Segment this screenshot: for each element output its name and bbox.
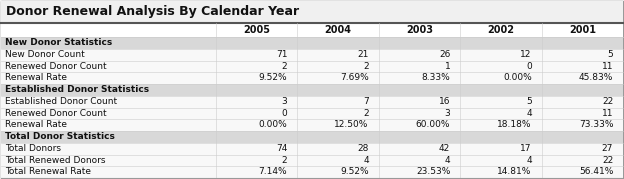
Text: 7: 7 [363,97,369,106]
Bar [1,119,623,131]
Text: 12: 12 [520,50,532,59]
Text: Established Donor Count: Established Donor Count [5,97,117,106]
Text: 11: 11 [602,62,613,71]
Text: 7.14%: 7.14% [259,167,287,176]
Text: 22: 22 [602,156,613,165]
Text: Renewed Donor Count: Renewed Donor Count [5,109,107,118]
Text: 11: 11 [602,109,613,118]
Text: 0.00%: 0.00% [503,73,532,82]
Text: 2002: 2002 [487,25,514,35]
Bar [1,49,623,61]
Text: 2005: 2005 [243,25,270,35]
Text: 21: 21 [358,50,369,59]
Text: 4: 4 [526,109,532,118]
Text: 2001: 2001 [568,25,596,35]
Text: 28: 28 [358,144,369,153]
Text: 2: 2 [363,109,369,118]
Text: 1: 1 [444,62,451,71]
Text: 23.53%: 23.53% [416,167,451,176]
Text: Total Donors: Total Donors [5,144,61,153]
Text: 42: 42 [439,144,451,153]
Text: 2: 2 [363,62,369,71]
Bar [1,131,623,143]
Text: 4: 4 [363,156,369,165]
Text: New Donor Count: New Donor Count [5,50,85,59]
Text: 0.00%: 0.00% [258,120,287,129]
Bar [1,37,623,49]
Text: 73.33%: 73.33% [578,120,613,129]
Text: 4: 4 [526,156,532,165]
Bar [1,96,623,108]
Text: 14.81%: 14.81% [497,167,532,176]
Text: 0: 0 [281,109,287,118]
Text: Established Donor Statistics: Established Donor Statistics [5,85,149,94]
Bar [1,61,623,72]
Text: Donor Renewal Analysis By Calendar Year: Donor Renewal Analysis By Calendar Year [6,5,299,18]
Text: 22: 22 [602,97,613,106]
Bar [1,72,623,84]
Text: 12.50%: 12.50% [334,120,369,129]
Text: 71: 71 [276,50,287,59]
Text: 2: 2 [281,156,287,165]
Text: 3: 3 [281,97,287,106]
Text: 2004: 2004 [324,25,351,35]
Text: 45.83%: 45.83% [579,73,613,82]
Text: 9.52%: 9.52% [259,73,287,82]
Text: 27: 27 [602,144,613,153]
Text: 16: 16 [439,97,451,106]
Text: 8.33%: 8.33% [421,73,451,82]
Text: 17: 17 [520,144,532,153]
Bar [1,108,623,119]
Bar [1,166,623,178]
Text: 7.69%: 7.69% [340,73,369,82]
Text: 4: 4 [445,156,451,165]
Text: Total Renewed Donors: Total Renewed Donors [5,156,105,165]
Text: 5: 5 [608,50,613,59]
Bar [1,154,623,166]
Text: 9.52%: 9.52% [340,167,369,176]
Text: 2: 2 [281,62,287,71]
Bar [1,84,623,96]
Text: 5: 5 [526,97,532,106]
Text: New Donor Statistics: New Donor Statistics [5,38,112,47]
Text: 18.18%: 18.18% [497,120,532,129]
Text: Renewed Donor Count: Renewed Donor Count [5,62,107,71]
Text: Total Donor Statistics: Total Donor Statistics [5,132,115,141]
Text: 3: 3 [444,109,451,118]
Text: 56.41%: 56.41% [579,167,613,176]
Text: 0: 0 [526,62,532,71]
Text: 26: 26 [439,50,451,59]
Bar [1,23,623,37]
Bar [1,143,623,154]
Text: 2003: 2003 [406,25,433,35]
Text: Renewal Rate: Renewal Rate [5,73,67,82]
Text: Total Renewal Rate: Total Renewal Rate [5,167,91,176]
Text: 60.00%: 60.00% [416,120,451,129]
Text: Renewal Rate: Renewal Rate [5,120,67,129]
Text: 74: 74 [276,144,287,153]
Bar [1,1,623,23]
